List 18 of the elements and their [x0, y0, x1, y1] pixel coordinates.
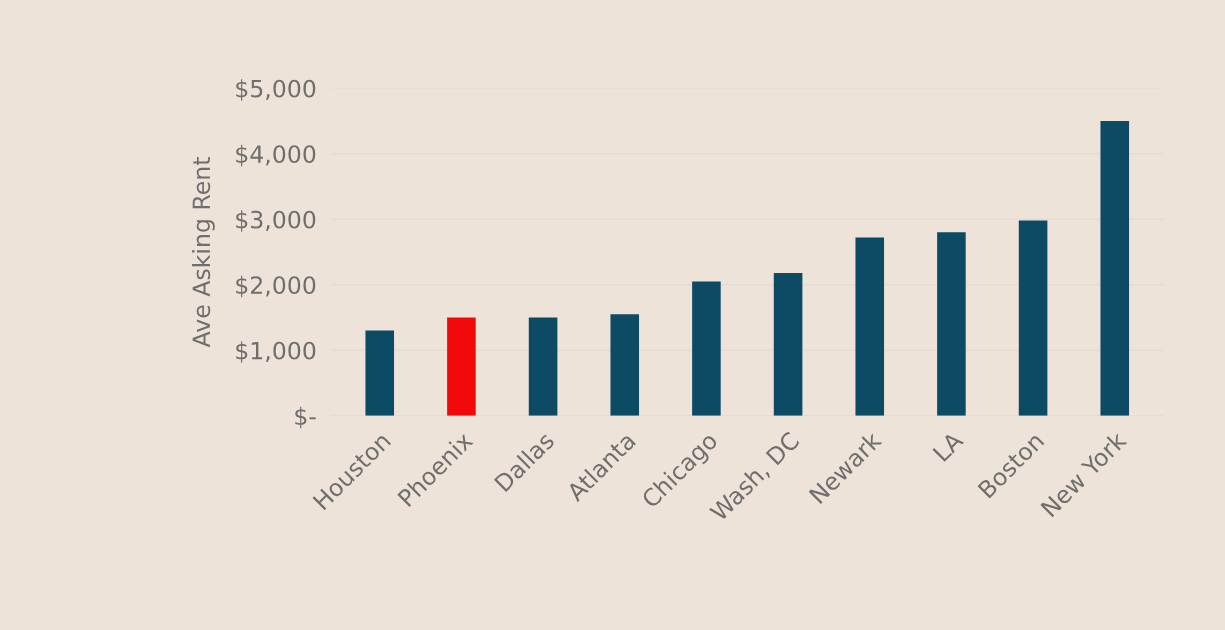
y-tick-label: $5,000 — [236, 79, 316, 101]
bar — [692, 281, 721, 416]
y-tick-label: $3,000 — [236, 210, 316, 232]
y-tick-label: $- — [295, 406, 316, 429]
x-tick-label: LA — [932, 430, 964, 462]
bar — [610, 314, 640, 416]
bar — [773, 272, 803, 416]
bar — [447, 317, 476, 416]
bar — [1018, 220, 1048, 416]
y-axis-title: Ave Asking Rent — [191, 157, 215, 348]
y-tick-label: $4,000 — [236, 144, 316, 167]
bar — [855, 237, 885, 416]
y-tick-label: $2,000 — [236, 275, 316, 298]
bar — [1100, 120, 1130, 416]
y-tick-label: $1,000 — [236, 341, 316, 363]
bar — [365, 330, 395, 416]
bar — [528, 317, 558, 416]
bar — [937, 232, 966, 416]
